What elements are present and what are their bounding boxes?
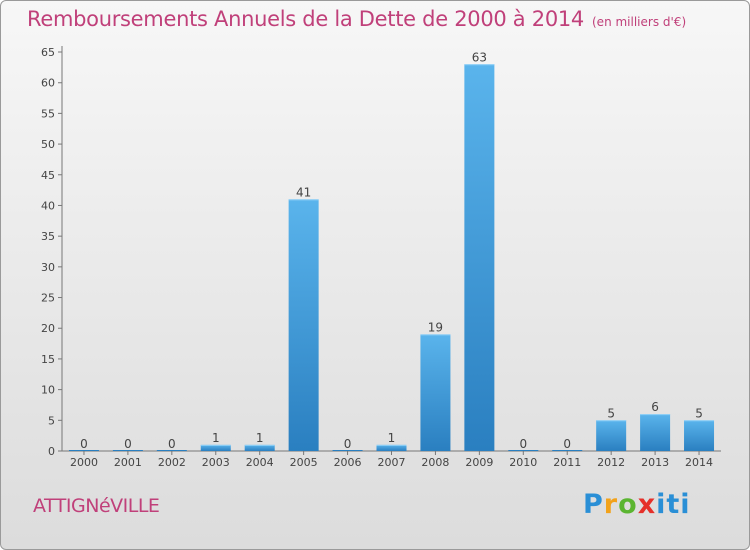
bar — [464, 64, 495, 452]
bar-value-label: 6 — [651, 400, 659, 414]
y-tick-label: 50 — [41, 138, 55, 151]
y-tick-label: 10 — [41, 384, 55, 397]
x-tick-label: 2003 — [202, 456, 230, 469]
x-tick-label: 2005 — [290, 456, 318, 469]
x-tick-label: 2002 — [158, 456, 186, 469]
bar-value-label: 19 — [428, 320, 443, 334]
y-tick-label: 30 — [41, 261, 55, 274]
bar-value-label: 1 — [388, 431, 396, 445]
x-tick-label: 2012 — [597, 456, 625, 469]
x-tick-label: 2004 — [246, 456, 274, 469]
bar-value-label: 0 — [168, 437, 176, 451]
x-tick-label: 2013 — [641, 456, 669, 469]
x-tick-label: 2008 — [421, 456, 449, 469]
proxiti-logo: Proxiti — [583, 489, 691, 520]
bar-value-label: 0 — [563, 437, 571, 451]
x-tick-label: 2014 — [685, 456, 713, 469]
bar-value-label: 41 — [296, 185, 311, 199]
y-tick-label: 5 — [48, 414, 55, 427]
y-tick-label: 45 — [41, 169, 55, 182]
y-tick-label: 60 — [41, 77, 55, 90]
y-tick-label: 15 — [41, 353, 55, 366]
x-tick-label: 2011 — [553, 456, 581, 469]
x-tick-label: 2007 — [378, 456, 406, 469]
y-tick-label: 40 — [41, 199, 55, 212]
bar — [596, 420, 627, 451]
bar — [244, 444, 275, 451]
bar-value-label: 1 — [256, 431, 264, 445]
bar — [288, 199, 319, 451]
x-tick-label: 2010 — [509, 456, 537, 469]
chart-title: Remboursements Annuels de la Dette de 20… — [27, 7, 686, 31]
x-tick-label: 2006 — [334, 456, 362, 469]
bar-value-label: 63 — [472, 50, 487, 64]
y-tick-label: 65 — [41, 46, 55, 59]
y-tick-label: 0 — [48, 445, 55, 458]
bar-value-label: 5 — [607, 406, 615, 420]
y-tick-label: 25 — [41, 292, 55, 305]
x-tick-label: 2000 — [70, 456, 98, 469]
chart-title-unit: (en milliers d'€) — [592, 15, 687, 29]
chart-title-main: Remboursements Annuels de la Dette de 20… — [27, 7, 584, 31]
bar-value-label: 0 — [519, 437, 527, 451]
y-tick-label: 20 — [41, 322, 55, 335]
y-tick-label: 35 — [41, 230, 55, 243]
bar-value-label: 0 — [124, 437, 132, 451]
chart-data-labels: 0 0 0 1 1 41 0 1 19 63 0 0 5 6 5 — [80, 50, 703, 451]
chart-bars — [68, 64, 715, 452]
bar — [200, 444, 231, 451]
bar — [420, 334, 451, 451]
bar — [684, 420, 715, 451]
x-tick-label: 2009 — [465, 456, 493, 469]
bar-value-label: 0 — [344, 437, 352, 451]
y-tick-label: 55 — [41, 107, 55, 120]
bar-value-label: 5 — [695, 406, 703, 420]
x-tick-label: 2001 — [114, 456, 142, 469]
bar — [640, 414, 671, 451]
town-name: ATTIGNéVILLE — [33, 495, 160, 517]
bar — [376, 444, 407, 451]
bar-value-label: 1 — [212, 431, 220, 445]
bar-value-label: 0 — [80, 437, 88, 451]
